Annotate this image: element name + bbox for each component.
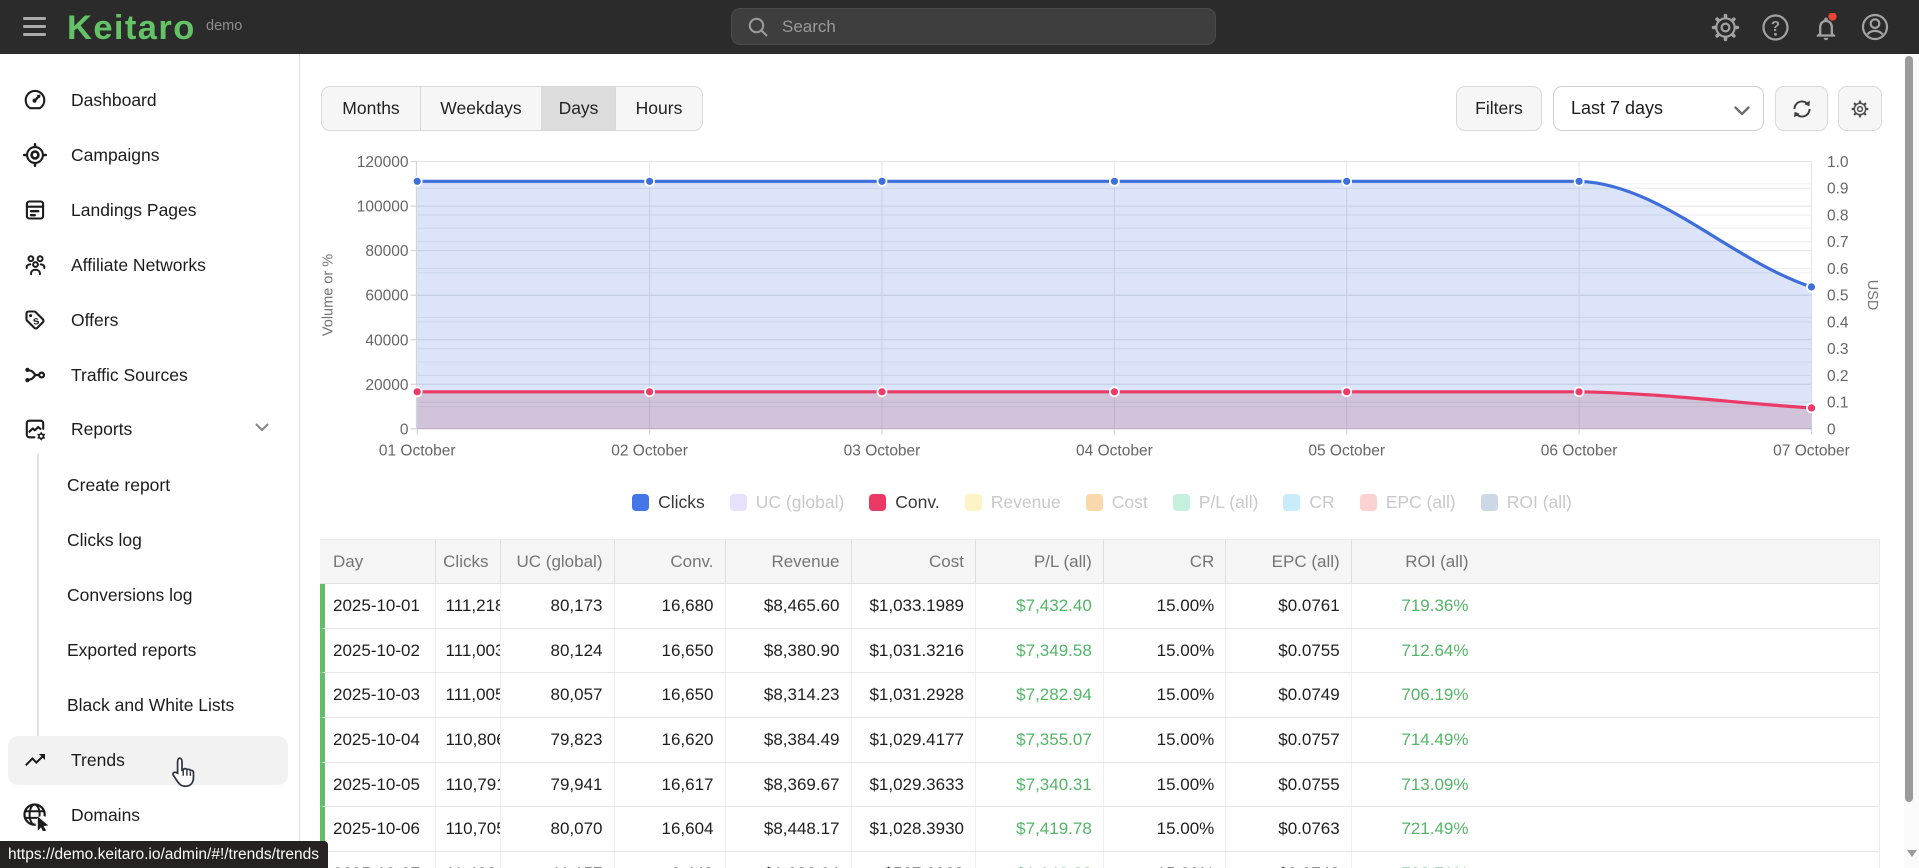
svg-text:0.6: 0.6 xyxy=(1827,261,1849,278)
svg-text:0.3: 0.3 xyxy=(1827,341,1849,358)
svg-text:0.1: 0.1 xyxy=(1827,395,1849,412)
svg-text:0: 0 xyxy=(1827,421,1836,438)
svg-text:0.9: 0.9 xyxy=(1827,181,1849,198)
svg-text:0.7: 0.7 xyxy=(1827,234,1849,251)
svg-text:01 October: 01 October xyxy=(379,443,456,460)
svg-text:?: ? xyxy=(1771,18,1780,35)
svg-text:02 October: 02 October xyxy=(611,443,688,460)
svg-text:0.4: 0.4 xyxy=(1827,314,1849,331)
svg-text:60000: 60000 xyxy=(365,288,408,305)
svg-text:s: s xyxy=(32,314,40,327)
svg-text:USD: USD xyxy=(1864,280,1880,311)
svg-text:40000: 40000 xyxy=(365,332,408,349)
svg-text:04 October: 04 October xyxy=(1076,443,1153,460)
svg-text:07 October: 07 October xyxy=(1773,443,1850,460)
svg-text:0.8: 0.8 xyxy=(1827,208,1849,225)
svg-text:0: 0 xyxy=(400,421,409,438)
svg-text:0.2: 0.2 xyxy=(1827,368,1849,385)
svg-text:05 October: 05 October xyxy=(1308,443,1385,460)
svg-text:03 October: 03 October xyxy=(844,443,921,460)
svg-text:06 October: 06 October xyxy=(1541,443,1618,460)
svg-text:120000: 120000 xyxy=(357,154,409,171)
svg-text:Volume or %: Volume or % xyxy=(321,254,337,336)
svg-text:80000: 80000 xyxy=(365,243,408,260)
svg-text:20000: 20000 xyxy=(365,377,408,394)
svg-text:1.0: 1.0 xyxy=(1827,154,1849,171)
svg-text:100000: 100000 xyxy=(357,199,409,216)
svg-text:0.5: 0.5 xyxy=(1827,288,1849,305)
